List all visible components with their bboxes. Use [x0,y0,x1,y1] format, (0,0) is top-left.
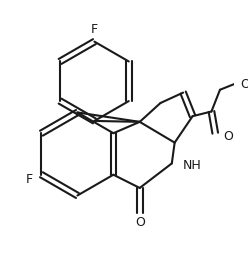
Text: O: O [135,216,145,229]
Text: F: F [91,23,98,36]
Text: O: O [224,129,234,143]
Text: F: F [26,173,33,186]
Text: O: O [240,78,248,91]
Text: NH: NH [183,159,202,172]
